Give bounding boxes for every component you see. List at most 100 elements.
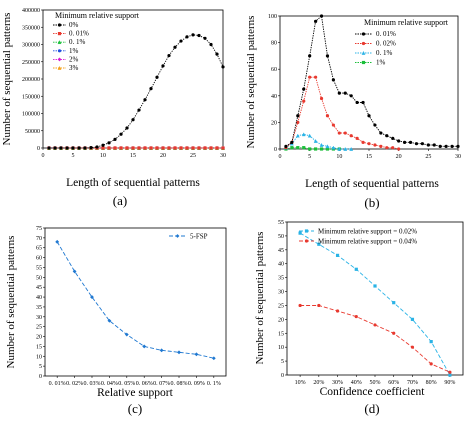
data-point	[203, 36, 207, 40]
data-point	[107, 146, 111, 150]
legend-entry: 3%	[69, 64, 79, 72]
legend-entry: 0. 01%	[376, 30, 396, 38]
data-point	[444, 144, 448, 148]
data-point	[77, 146, 81, 150]
y-tick-label: 40	[36, 295, 42, 301]
data-point	[179, 39, 183, 43]
legend-marker	[57, 49, 62, 53]
data-point	[101, 143, 105, 147]
data-point	[354, 314, 358, 319]
data-point	[179, 146, 183, 150]
panel-label: (b)	[364, 195, 379, 210]
x-tick-label: 0. 06%	[136, 381, 153, 387]
data-point	[203, 146, 207, 150]
data-point	[194, 352, 199, 357]
data-point	[448, 373, 452, 377]
y-tick-label: 70	[36, 236, 42, 242]
data-point	[349, 146, 354, 151]
data-point	[211, 356, 216, 361]
x-tick-label: 15	[130, 153, 136, 159]
legend-entry: Minimum relative support = 0.04%	[318, 238, 417, 246]
legend-marker	[304, 239, 309, 243]
y-tick-label: 0	[37, 146, 40, 152]
data-point	[410, 317, 415, 321]
data-point	[119, 132, 123, 136]
data-point	[317, 303, 321, 308]
data-point	[298, 303, 302, 308]
data-point	[296, 120, 300, 124]
x-axis-label: Relative support	[97, 387, 173, 399]
panel-b-chart: 0 5 10 15 20 25 30 0 20 40 60 80 100 Length of sequen…	[245, 14, 461, 210]
data-point	[185, 146, 189, 150]
legend-marker	[57, 23, 62, 27]
y-tick-label: 50	[278, 234, 284, 240]
panel-label: (d)	[364, 401, 379, 416]
data-point	[131, 146, 135, 150]
data-point	[89, 146, 93, 150]
panel-a-chart: 0 5 10 15 20 25 30 0 50000 100000 150000 200000 2500…	[1, 8, 226, 208]
data-point	[314, 75, 318, 79]
y-tick-label: 40	[278, 262, 284, 268]
y-tick-label: 200000	[22, 77, 40, 83]
y-tick-label: 300000	[22, 43, 40, 49]
data-point	[143, 98, 147, 102]
x-tick-label: 0. 03%	[83, 381, 100, 387]
legend-title: Minimum relative support	[55, 11, 140, 20]
legend-marker	[361, 32, 366, 36]
legend-entry: Minimum relative support = 0.02%	[318, 228, 417, 236]
y-tick-label: 45	[36, 285, 42, 291]
x-tick-label: 20%	[313, 380, 324, 386]
data-point	[319, 142, 324, 147]
data-point	[215, 52, 219, 56]
x-tick-label: 0. 01%	[49, 381, 66, 387]
y-axis-label: Number of sequential patterns	[245, 16, 257, 149]
y-tick-label: 40	[271, 94, 277, 100]
data-point	[392, 331, 396, 335]
data-point	[414, 142, 419, 146]
data-point	[167, 53, 171, 58]
data-point	[59, 146, 63, 150]
y-tick-label: 250000	[22, 60, 40, 66]
data-point	[319, 147, 324, 151]
data-point	[314, 147, 318, 151]
legend-entry: 0%	[69, 21, 79, 29]
data-point	[221, 146, 225, 150]
y-tick-label: 30	[36, 315, 42, 321]
data-point	[331, 145, 336, 150]
x-tick-label: 25	[425, 154, 431, 160]
panel-label: (a)	[113, 193, 127, 208]
data-point	[308, 75, 312, 79]
data-point	[408, 140, 413, 144]
data-point	[313, 138, 318, 143]
data-point	[296, 114, 300, 118]
data-point	[191, 146, 195, 150]
y-tick-label: 30	[278, 290, 284, 296]
y-tick-label: 50	[36, 275, 42, 281]
y-tick-label: 100000	[22, 112, 40, 118]
panel-label: (c)	[128, 401, 142, 416]
x-tick-label: 30%	[332, 380, 343, 386]
data-point	[55, 239, 60, 244]
data-point	[209, 146, 213, 150]
data-point	[331, 123, 335, 127]
x-tick-label: 10%	[295, 380, 306, 386]
data-point	[403, 140, 407, 144]
data-point	[113, 137, 117, 141]
data-point	[72, 269, 77, 274]
data-point	[65, 146, 69, 150]
y-tick-label: 5	[39, 364, 42, 370]
x-tick-label: 5	[308, 154, 311, 160]
plot-frame	[44, 227, 227, 377]
x-tick-label: 25	[190, 153, 196, 159]
data-point	[361, 140, 365, 144]
y-tick-label: 25	[278, 303, 284, 309]
data-point	[53, 146, 57, 150]
legend-marker	[304, 229, 309, 233]
legend-marker	[57, 57, 62, 62]
y-tick-label: 5	[281, 359, 284, 365]
data-point	[373, 123, 377, 127]
legend-entry: 1%	[69, 47, 79, 55]
y-tick-label: 0	[39, 374, 42, 380]
data-point	[90, 295, 94, 299]
y-axis-label: Number of sequential patterns	[1, 13, 13, 146]
